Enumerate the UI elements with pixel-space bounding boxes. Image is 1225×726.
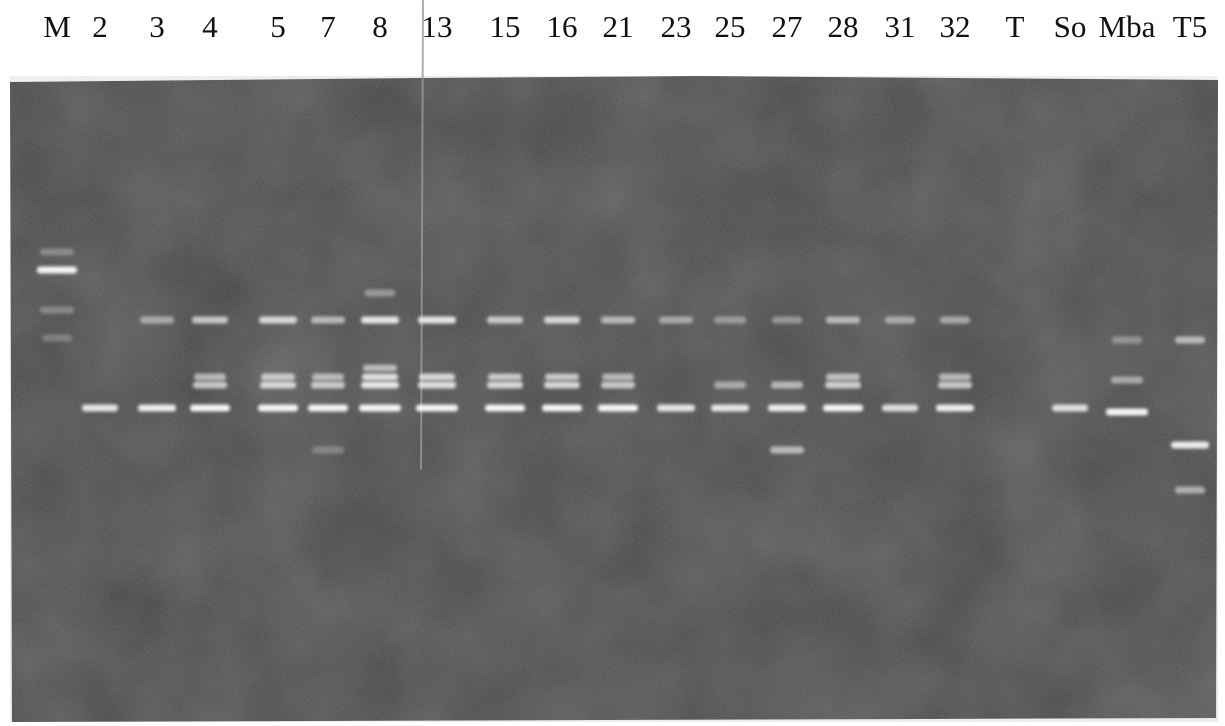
- band: [42, 335, 72, 342]
- band: [545, 374, 579, 381]
- band: [1175, 337, 1205, 344]
- lane-label: 7: [320, 9, 336, 44]
- band: [194, 374, 226, 381]
- band: [260, 382, 296, 389]
- lane-label: 27: [772, 9, 803, 44]
- band: [308, 405, 348, 412]
- page: M23457813151621232527283132TSoMbaT5 (() …: [0, 0, 1225, 726]
- band: [258, 405, 298, 412]
- lane-label: T: [1006, 9, 1025, 44]
- band: [882, 405, 918, 412]
- lane-label: So: [1054, 9, 1087, 44]
- band: [40, 307, 74, 314]
- band: [885, 317, 915, 324]
- band: [601, 382, 635, 389]
- gel-grain: [10, 76, 1218, 722]
- lane-label: 31: [885, 9, 916, 44]
- lane-label: 3: [149, 9, 165, 44]
- band: [312, 374, 344, 381]
- lane-label: 8: [372, 9, 388, 44]
- band: [82, 405, 118, 412]
- band: [826, 374, 860, 381]
- band: [1175, 487, 1205, 494]
- band: [768, 405, 806, 412]
- band: [361, 382, 399, 389]
- lane-label: 23: [661, 9, 692, 44]
- lane-label: Mba: [1099, 9, 1156, 44]
- band: [261, 374, 295, 381]
- band: [657, 405, 695, 412]
- band: [771, 382, 803, 389]
- band: [602, 374, 634, 381]
- band: [37, 267, 77, 274]
- band: [938, 382, 972, 389]
- band: [714, 382, 746, 389]
- band: [192, 317, 228, 324]
- band: [711, 405, 749, 412]
- lane-label: 16: [547, 9, 578, 44]
- band: [936, 405, 974, 412]
- band: [488, 374, 522, 381]
- band: [714, 317, 746, 324]
- band: [363, 365, 397, 372]
- lane-label: 32: [940, 9, 971, 44]
- band: [487, 382, 523, 389]
- band: [362, 374, 398, 381]
- band: [542, 405, 582, 412]
- lane-label: T5: [1173, 9, 1207, 44]
- lane-label: 25: [715, 9, 746, 44]
- band: [659, 317, 693, 324]
- band: [544, 317, 580, 324]
- band: [1171, 442, 1209, 449]
- band: [544, 382, 580, 389]
- band: [939, 374, 971, 381]
- band: [311, 317, 345, 324]
- lane-label: 28: [828, 9, 859, 44]
- band: [138, 405, 176, 412]
- band: [190, 405, 230, 412]
- lane-label: 13: [422, 9, 453, 44]
- band: [259, 317, 297, 324]
- band: [365, 290, 395, 297]
- band: [772, 317, 802, 324]
- band: [1111, 377, 1143, 384]
- band: [419, 374, 455, 381]
- band: [823, 405, 863, 412]
- band: [416, 405, 458, 412]
- band: [1106, 409, 1148, 416]
- band: [418, 317, 456, 324]
- lane-label: 5: [270, 9, 286, 44]
- band: [193, 382, 227, 389]
- band: [418, 382, 456, 389]
- band: [140, 317, 174, 324]
- band: [485, 405, 525, 412]
- band: [487, 317, 523, 324]
- band: [940, 317, 970, 324]
- band: [1112, 337, 1142, 344]
- band: [312, 447, 344, 454]
- lane-label: 21: [603, 9, 634, 44]
- band: [826, 317, 860, 324]
- band: [361, 317, 399, 324]
- gel-figure: M23457813151621232527283132TSoMbaT5: [0, 0, 1225, 726]
- band: [601, 317, 635, 324]
- lane-label: M: [43, 9, 71, 44]
- band: [825, 382, 861, 389]
- band: [598, 405, 638, 412]
- band: [770, 447, 804, 454]
- lane-label: 2: [92, 9, 108, 44]
- band: [40, 249, 74, 256]
- band: [311, 382, 345, 389]
- band: [1052, 405, 1088, 412]
- band: [359, 405, 401, 412]
- lane-label: 4: [202, 9, 218, 44]
- lane-label: 15: [490, 9, 521, 44]
